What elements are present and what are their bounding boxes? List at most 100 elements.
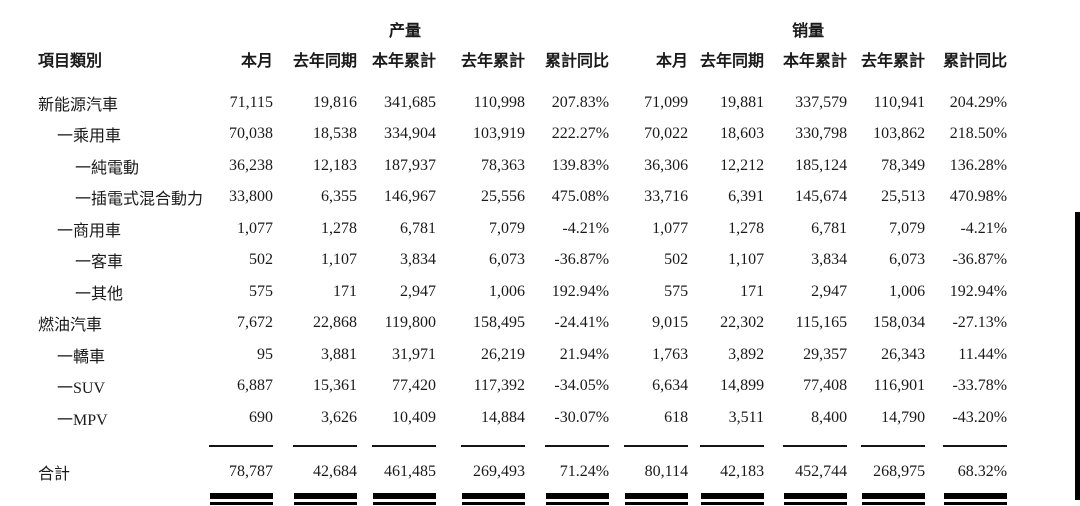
data-cell: 18,603 xyxy=(720,125,765,143)
data-cell: 1,006 xyxy=(889,282,926,300)
data-cell: 116,901 xyxy=(873,377,926,395)
table-row: 一乘用車 70,038 18,538 334,904 103,919 222.27% 70,… xyxy=(38,119,1007,151)
data-cell: 21.94% xyxy=(559,345,610,363)
column-underline xyxy=(293,444,357,447)
column-underline xyxy=(372,444,436,447)
data-cell: 1,763 xyxy=(652,345,689,363)
total-cell: 42,684 xyxy=(313,462,357,480)
rule-cell xyxy=(688,492,765,506)
data-cell: 158,034 xyxy=(873,314,926,332)
data-cell: 185,124 xyxy=(795,156,848,174)
total-double-underline xyxy=(210,492,273,505)
row-label: 一SUV xyxy=(57,380,106,398)
rule-cell xyxy=(764,434,848,452)
data-cell: 7,079 xyxy=(489,219,525,237)
table-row: 一客車 502 1,107 3,834 6,073 -36.87% 502 1,107 3,83… xyxy=(38,245,1007,277)
data-cell: -33.78% xyxy=(952,377,1008,395)
data-cell: 36,306 xyxy=(644,156,689,174)
data-cell: 36,238 xyxy=(229,156,273,174)
rule-cell xyxy=(273,434,357,452)
data-cell: 3,892 xyxy=(728,345,765,363)
rule-cell xyxy=(525,434,610,452)
data-cell: 9,015 xyxy=(652,314,689,332)
data-cell: 12,212 xyxy=(720,156,765,174)
rule-cell xyxy=(925,492,1008,506)
data-cell: 6,634 xyxy=(652,377,689,395)
data-cell: 14,884 xyxy=(481,408,525,426)
data-cell: 117,392 xyxy=(473,377,525,395)
production-sales-table: 产量 销量 項目類別 本月 去年同期 本年累計 去年累計 累計同比 本月 去年同期 本年累計去… xyxy=(38,14,1008,506)
data-cell: 78,349 xyxy=(881,156,926,174)
data-cell: 6,073 xyxy=(489,251,525,269)
category-column-header: 項目類別 xyxy=(38,53,103,70)
data-cell: 25,556 xyxy=(481,188,525,206)
data-cell: 110,941 xyxy=(873,93,926,111)
group-header-row: 产量 销量 xyxy=(38,14,1007,44)
column-underline xyxy=(783,444,848,447)
table-row: 燃油汽車 7,672 22,868 119,800 158,495 -24.41% 9,01… xyxy=(38,308,1007,340)
column-header-production-0: 本月 xyxy=(240,53,273,70)
pre-total-rule-row xyxy=(38,434,1008,452)
rule-cell xyxy=(357,492,436,506)
data-cell: 18,538 xyxy=(313,125,357,143)
total-cell: 268,975 xyxy=(873,462,926,480)
column-underline xyxy=(943,444,1008,447)
data-cell: -24.41% xyxy=(554,314,610,332)
total-double-underline xyxy=(701,492,765,505)
data-cell: 103,862 xyxy=(873,125,926,143)
data-cell: 26,219 xyxy=(481,345,525,363)
total-double-underline xyxy=(462,492,525,505)
total-double-underline xyxy=(625,492,689,505)
data-cell: 334,904 xyxy=(384,125,436,143)
data-cell: 192.94% xyxy=(551,282,610,300)
data-cell: 3,511 xyxy=(728,408,765,426)
row-label: 一轎車 xyxy=(57,348,106,366)
table-row: 新能源汽車 71,115 19,816 341,685 110,998 207.83% 71… xyxy=(38,87,1007,119)
rule-cell xyxy=(201,434,273,452)
data-cell: -34.05% xyxy=(554,377,610,395)
data-cell: 115,165 xyxy=(795,314,848,332)
data-cell: 6,887 xyxy=(237,377,273,395)
total-double-underline xyxy=(373,492,436,505)
total-cell: 461,485 xyxy=(384,462,436,480)
column-underline xyxy=(461,444,525,447)
data-cell: 3,834 xyxy=(400,251,436,269)
column-header-sales-4: 累計同比 xyxy=(943,53,1008,70)
rule-cell xyxy=(436,492,525,506)
data-cell: 575 xyxy=(249,282,273,300)
data-cell: 1,278 xyxy=(728,219,765,237)
total-cell: 42,183 xyxy=(720,462,765,480)
total-double-rule-row xyxy=(38,492,1008,506)
data-cell: 618 xyxy=(664,408,689,426)
rule-cell xyxy=(847,492,926,506)
column-header-row: 項目類別 本月 去年同期 本年累計 去年累計 累計同比 本月 去年同期 本年累計 去年累計 累計同… xyxy=(38,44,1007,74)
data-cell: 204.29% xyxy=(949,93,1008,111)
rule-cell xyxy=(764,492,848,506)
column-header-production-4: 累計同比 xyxy=(545,53,610,70)
total-cell: 269,493 xyxy=(473,462,525,480)
data-cell: -27.13% xyxy=(952,314,1008,332)
row-label: 一純電動 xyxy=(75,159,140,177)
column-header-production-2: 本年累計 xyxy=(371,53,436,70)
rule-row-spacer xyxy=(38,434,201,452)
data-cell: 337,579 xyxy=(795,93,848,111)
rule-cell xyxy=(847,434,926,452)
column-header-sales-3: 去年累計 xyxy=(861,53,926,70)
group-header-spacer xyxy=(38,14,201,44)
data-cell: 502 xyxy=(664,251,689,269)
row-label: 燃油汽車 xyxy=(38,317,103,335)
column-underline xyxy=(700,444,765,447)
data-cell: -43.20% xyxy=(952,408,1008,426)
data-cell: 19,881 xyxy=(720,93,765,111)
data-cell: 33,716 xyxy=(644,188,689,206)
column-header-production-3: 去年累計 xyxy=(460,53,525,70)
row-label: 一插電式混合動力 xyxy=(75,191,204,209)
data-cell: 341,685 xyxy=(384,93,436,111)
data-cell: 1,006 xyxy=(489,282,525,300)
data-cell: 29,357 xyxy=(803,345,848,363)
data-cell: -4.21% xyxy=(562,219,610,237)
column-underline xyxy=(209,444,273,447)
row-label: 一商用車 xyxy=(57,222,122,240)
data-cell: 3,881 xyxy=(321,345,357,363)
rule-cell xyxy=(688,434,765,452)
